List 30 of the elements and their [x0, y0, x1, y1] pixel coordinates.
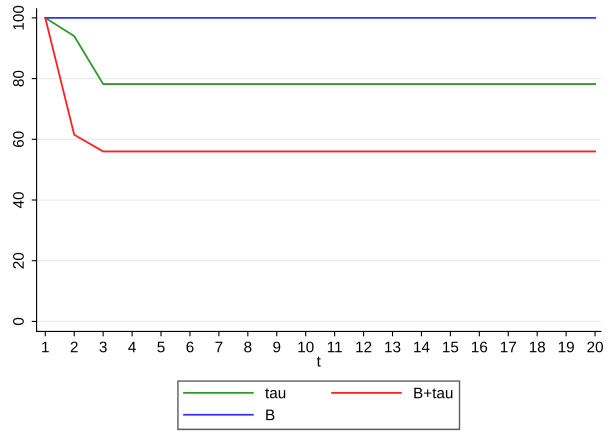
x-axis-title: t	[316, 356, 321, 367]
x-tick-label: 14	[414, 342, 430, 352]
legend-label: B	[266, 410, 274, 420]
x-tick-label: 18	[530, 342, 546, 352]
legend-label: tau	[265, 388, 286, 398]
y-tick-label: 40	[13, 192, 24, 208]
y-tick-label: 80	[13, 70, 24, 86]
x-tick-label: 11	[328, 342, 342, 352]
legend-label: B+tau	[414, 388, 452, 398]
x-tick-label: 12	[356, 342, 372, 352]
y-tick-label: 20	[13, 252, 24, 268]
x-tick-label: 2	[70, 342, 78, 352]
y-tick-label: 100	[13, 6, 24, 30]
x-tick-label: 19	[558, 342, 574, 352]
x-tick-label: 4	[128, 342, 136, 352]
x-tick-label: 9	[273, 342, 280, 352]
x-tick-label: 15	[443, 342, 458, 352]
x-tick-label: 3	[99, 342, 107, 352]
y-tick-label: 60	[13, 131, 24, 148]
x-tick-label: 17	[500, 342, 516, 352]
x-tick-label: 16	[472, 342, 488, 352]
x-tick-label: 13	[385, 342, 400, 352]
x-tick-label: 10	[298, 342, 314, 352]
x-tick-label: 1	[42, 342, 49, 352]
y-tick-label: 0	[13, 318, 24, 326]
x-tick-label: 7	[215, 342, 222, 352]
x-tick-label: 20	[587, 342, 603, 352]
x-tick-label: 8	[244, 342, 252, 352]
x-tick-label: 5	[157, 342, 165, 352]
x-tick-label: 6	[186, 342, 194, 352]
